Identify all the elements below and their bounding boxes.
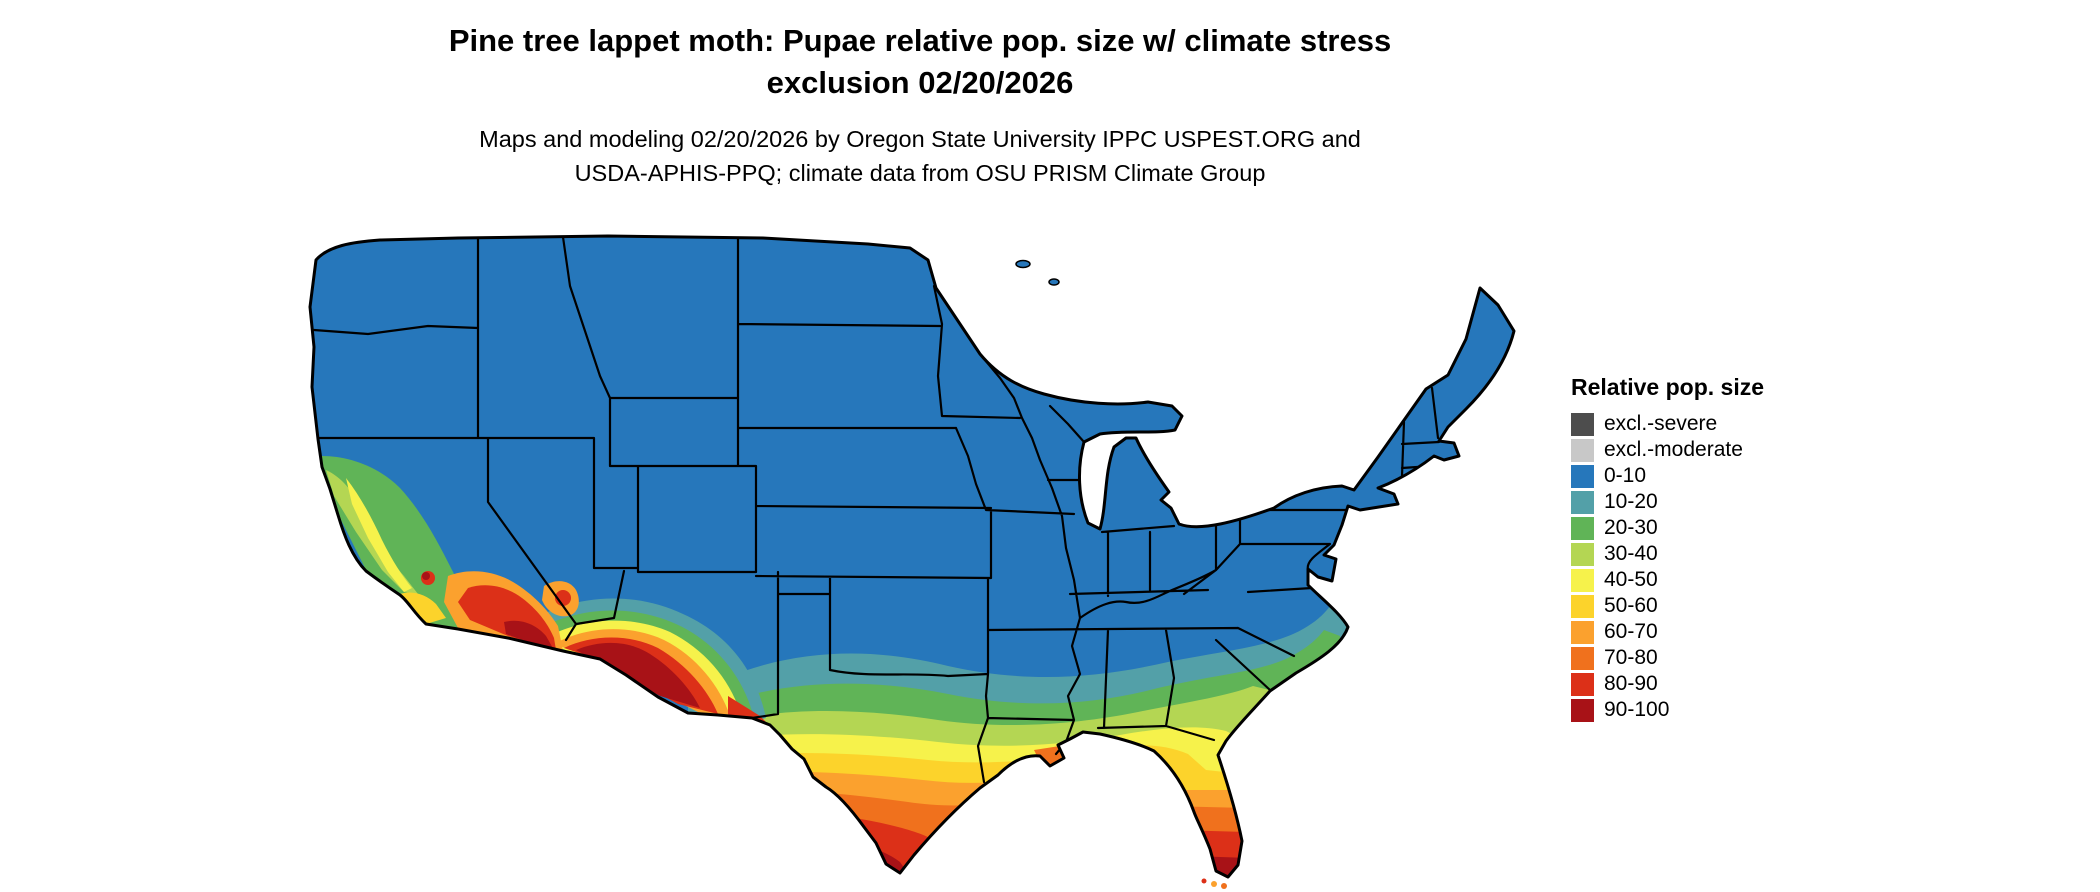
region-fill-ca-40-50 [346, 478, 412, 592]
legend-item: 20-30 [1571, 515, 1764, 541]
florida-keys-speck [1201, 878, 1207, 884]
florida-keys-speck [1211, 881, 1217, 887]
legend-item: 10-20 [1571, 489, 1764, 515]
legend-item: excl.-moderate [1571, 437, 1764, 463]
border-lakes-speck [1049, 279, 1059, 285]
legend-item: 70-80 [1571, 645, 1764, 671]
legend-swatch [1571, 620, 1594, 644]
us-map [308, 226, 1538, 889]
legend-item: 30-40 [1571, 541, 1764, 567]
legend-swatch [1571, 412, 1594, 436]
legend-swatch [1571, 698, 1594, 722]
legend-swatch [1571, 438, 1594, 462]
map-title: Pine tree lappet moth: Pupae relative po… [150, 20, 1690, 104]
legend-label: 10-20 [1604, 490, 1658, 513]
legend-label: 40-50 [1604, 568, 1658, 591]
legend-swatch [1571, 646, 1594, 670]
legend-label: excl.-moderate [1604, 438, 1743, 461]
legend-label: 0-10 [1604, 464, 1647, 487]
legend-swatch [1571, 672, 1594, 696]
florida-keys-speck [1221, 883, 1227, 889]
legend-item: 60-70 [1571, 619, 1764, 645]
region-fill-sw-90-100 [576, 642, 700, 708]
legend-items: excl.-severe excl.-moderate 0-10 10-20 20-30… [1571, 411, 1764, 723]
map-subtitle: Maps and modeling 02/20/2026 by Oregon S… [150, 122, 1690, 190]
us-map-fills [310, 236, 1514, 877]
legend-label: excl.-severe [1604, 412, 1718, 435]
map-title-line2: exclusion 02/20/2026 [766, 65, 1074, 100]
legend-title: Relative pop. size [1571, 374, 1765, 400]
legend-item: 90-100 [1571, 697, 1764, 723]
legend-item: 40-50 [1571, 567, 1764, 593]
legend-swatch [1571, 568, 1594, 592]
region-fill-valley-90-100 [422, 572, 430, 580]
region-fill-60-70 [744, 771, 1248, 877]
region-fill-socal-90-100 [504, 620, 563, 651]
legend-item: 0-10 [1571, 463, 1764, 489]
legend-label: 50-60 [1604, 594, 1658, 617]
region-fill-80-90 [770, 808, 1248, 877]
legend-label: 30-40 [1604, 542, 1658, 565]
map-subtitle-line2: USDA-APHIS-PPQ; climate data from OSU PR… [574, 160, 1266, 186]
region-fill-socal-50-60 [400, 592, 446, 624]
map-subtitle-line1: Maps and modeling 02/20/2026 by Oregon S… [479, 126, 1361, 152]
legend-item: 50-60 [1571, 593, 1764, 619]
border-lakes-speck [1016, 261, 1030, 268]
legend-label: 60-70 [1604, 620, 1658, 643]
legend-swatch [1571, 594, 1594, 618]
legend-swatch [1571, 490, 1594, 514]
map-title-line1: Pine tree lappet moth: Pupae relative po… [448, 23, 1392, 58]
state-borders [314, 237, 1439, 782]
legend-label: 80-90 [1604, 672, 1658, 695]
legend: Relative pop. size excl.-severe excl.-mod… [1571, 374, 1764, 723]
legend-swatch [1571, 516, 1594, 540]
us-outline [310, 236, 1514, 877]
legend-item: 80-90 [1571, 671, 1764, 697]
legend-item: excl.-severe [1571, 411, 1764, 437]
legend-label: 20-30 [1604, 516, 1658, 539]
legend-label: 90-100 [1604, 698, 1670, 721]
legend-swatch [1571, 542, 1594, 566]
legend-swatch [1571, 464, 1594, 488]
legend-label: 70-80 [1604, 646, 1658, 669]
